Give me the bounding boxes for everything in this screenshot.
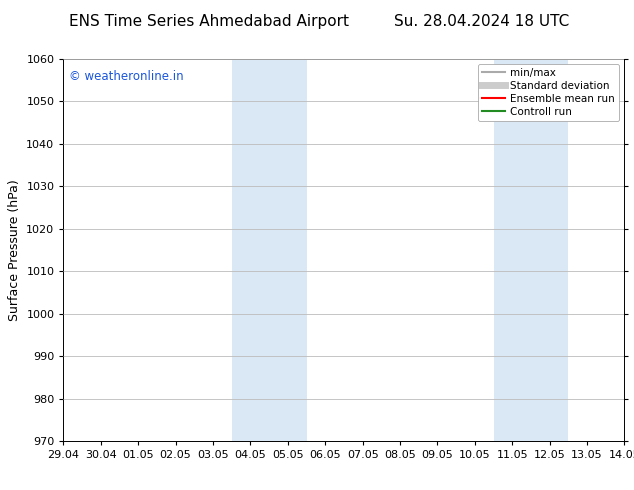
- Bar: [232, 59, 307, 441]
- Legend: min/max, Standard deviation, Ensemble mean run, Controll run: min/max, Standard deviation, Ensemble me…: [478, 64, 619, 121]
- Text: Su. 28.04.2024 18 UTC: Su. 28.04.2024 18 UTC: [394, 14, 569, 29]
- Bar: [493, 59, 568, 441]
- Text: © weatheronline.in: © weatheronline.in: [69, 70, 184, 83]
- Y-axis label: Surface Pressure (hPa): Surface Pressure (hPa): [8, 179, 21, 321]
- Text: ENS Time Series Ahmedabad Airport: ENS Time Series Ahmedabad Airport: [69, 14, 349, 29]
